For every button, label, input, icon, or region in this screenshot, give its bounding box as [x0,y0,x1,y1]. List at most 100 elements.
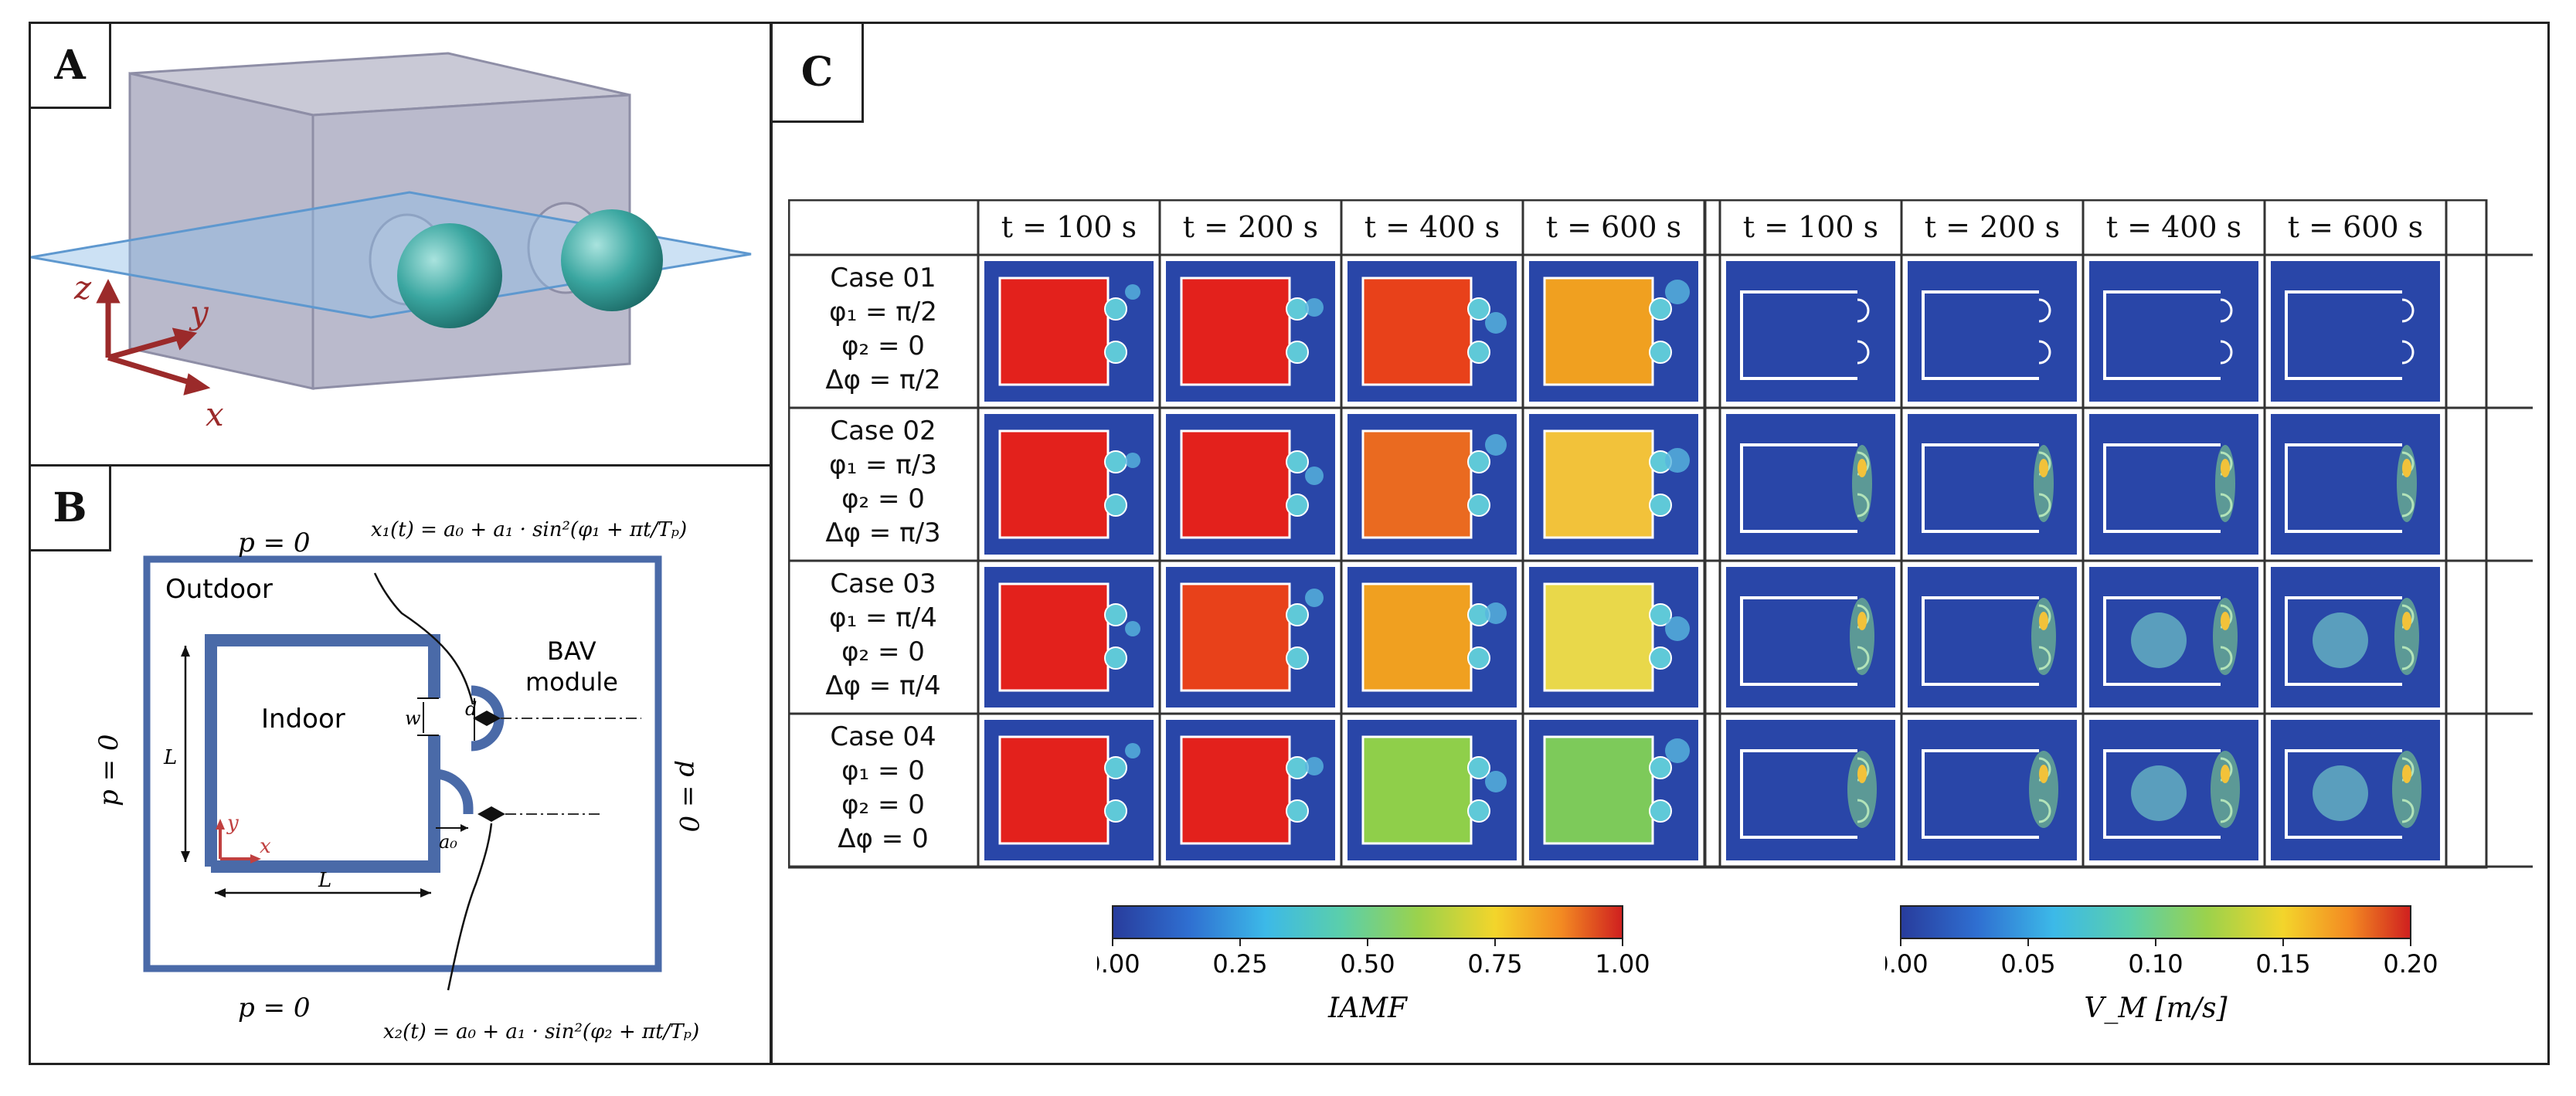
velocity-thumbnail [1908,414,2077,555]
axis-z-label: z [73,269,92,307]
velocity-thumbnail [1908,720,2077,860]
case-01-name: Case 01 [830,263,936,294]
iamf-thumbnail [984,720,1154,860]
panel-b-label: B [31,467,111,551]
case-03-name: Case 03 [830,568,936,599]
equation-x1: x₁(t) = a₀ + a₁ · sin²(φ₁ + πt/Tₚ) [371,518,687,541]
case-01-dphi: Δφ = π/2 [825,365,941,395]
axis-x-label: x [260,835,271,858]
pivot-marker-bottom [477,806,505,822]
equation-x2: x₂(t) = a₀ + a₁ · sin²(φ₂ + πt/Tₚ) [383,1020,699,1043]
indoor-label: Indoor [261,704,345,735]
results-grid-lines [788,199,2533,869]
colorbar-velocity-gradient [1900,905,2411,939]
velocity-thumbnail [2271,720,2440,860]
p-left-label: p = 0 [93,735,124,807]
velocity-thumbnail [1726,261,1895,402]
panel-c: C t = 100 s t = 200 s t = 400 s t = 600 … [770,22,2550,1065]
module-label-line2: module [525,667,618,697]
outer-domain-boundary [143,555,662,972]
header-left-t600: t = 600 s [1545,210,1682,244]
dim-w-label: w [405,707,421,729]
dim-L-horizontal-label: L [318,869,331,892]
iamf-thumbnail [1529,720,1698,860]
velocity-thumbnail [1726,567,1895,707]
bav-sphere-right [561,209,663,311]
dim-a0-label: a₀ [439,831,457,853]
case-02-phi2: φ₂ = 0 [841,484,925,514]
colorbar-iamf-tick-0: 0.00 [1097,949,1140,979]
velocity-thumbnail [2089,414,2258,555]
case-03-phi1: φ₁ = π/4 [829,602,937,633]
bav-sphere-left [397,223,502,328]
header-left-t400: t = 400 s [1364,210,1500,244]
iamf-thumbnail [1347,414,1517,555]
velocity-thumbnail [2089,261,2258,402]
iamf-thumbnail [1347,261,1517,402]
colorbar-velocity-tick-0: 0.00 [1885,949,1929,979]
iamf-thumbnail [1529,567,1698,707]
header-right-t400: t = 400 s [2105,210,2242,244]
case-01-phi2: φ₂ = 0 [841,331,925,361]
panel-c-label: C [773,24,864,123]
case-02-dphi: Δφ = π/3 [825,517,941,548]
iamf-thumbnail [1529,261,1698,402]
case-04-phi2: φ₂ = 0 [841,789,925,820]
iamf-thumbnail [984,414,1154,555]
case-01-phi1: φ₁ = π/2 [829,297,937,327]
velocity-thumbnail [1908,261,2077,402]
colorbar-velocity-tick-2: 0.10 [2128,949,2183,979]
case-04-phi1: φ₁ = 0 [841,755,925,786]
colorbar-iamf-tick-1: 0.25 [1212,949,1267,979]
header-right-t600: t = 600 s [2287,210,2424,244]
iamf-thumbnail [1347,567,1517,707]
case-04-label: Case 04 φ₁ = 0 φ₂ = 0 Δφ = 0 [788,720,978,856]
domain-2d-schematic: p = 0 p = 0 p = 0 p = 0 Outdoor Indoor B… [93,518,704,1043]
iamf-thumbnail [1347,720,1517,860]
cut-plane [31,191,752,319]
p-right-label: p = 0 [673,760,704,833]
case-02-label: Case 02 φ₁ = π/3 φ₂ = 0 Δφ = π/3 [788,414,978,550]
colorbar-iamf-gradient [1112,905,1623,939]
dim-L-vertical-label: L [163,746,177,769]
velocity-thumbnail [2089,567,2258,707]
case-03-label: Case 03 φ₁ = π/4 φ₂ = 0 Δφ = π/4 [788,567,978,703]
outdoor-label: Outdoor [165,574,273,605]
axes-indicator [96,279,211,395]
bav-cylinder-bottom [433,769,474,814]
iamf-thumbnail [984,261,1154,402]
case-02-phi1: φ₁ = π/3 [829,450,937,480]
colorbar-velocity-tick-4: 0.20 [2383,949,2438,979]
pivot-marker-top [473,711,501,726]
colorbar-velocity-label: V_M [m/s] [2084,993,2228,1024]
domain-3d-illustration: z y x [31,52,752,433]
case-03-dphi: Δφ = π/4 [825,670,941,701]
panel-a-label: A [31,24,111,109]
iamf-thumbnail [1166,414,1335,555]
colorbar-iamf-tick-4: 1.00 [1595,949,1650,979]
iamf-thumbnail [1529,414,1698,555]
velocity-thumbnail [2271,414,2440,555]
colorbar-iamf-tick-2: 0.50 [1340,949,1395,979]
velocity-thumbnail [1726,720,1895,860]
p-top-label: p = 0 [238,528,311,558]
axis-x-label: x [206,395,224,433]
results-grid: t = 100 s t = 200 s t = 400 s t = 600 s … [788,199,2533,879]
p-bottom-label: p = 0 [238,993,311,1023]
iamf-thumbnail [984,567,1154,707]
dim-d-label: d [465,698,477,720]
header-right-t200: t = 200 s [1924,210,2061,244]
axis-y-label: y [189,294,209,331]
velocity-thumbnail [2271,261,2440,402]
iamf-thumbnail [1166,720,1335,860]
colorbar-iamf: 0.00 0.25 0.50 0.75 1.00 IAMF [1097,905,1650,1024]
colorbar-velocity-tick-3: 0.15 [2255,949,2310,979]
header-right-t100: t = 100 s [1742,210,1879,244]
velocity-thumbnail [1908,567,2077,707]
colorbar-velocity-tick-1: 0.05 [2000,949,2055,979]
header-left-t100: t = 100 s [1001,210,1137,244]
velocity-thumbnail [1726,414,1895,555]
iamf-thumbnail [1166,567,1335,707]
velocity-thumbnail [2271,567,2440,707]
case-04-dphi: Δφ = 0 [838,823,929,854]
